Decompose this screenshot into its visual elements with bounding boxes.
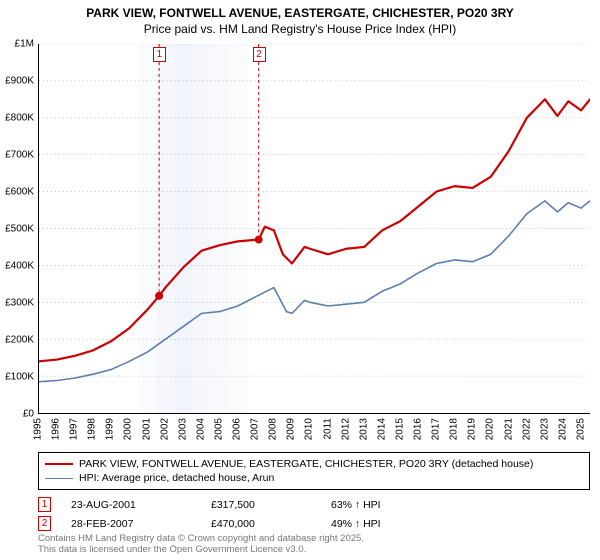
x-tick-label: 2022 [521,418,532,440]
y-tick-label: £100K [5,372,34,383]
x-tick-label: 2009 [286,418,297,440]
chart-svg [39,44,590,413]
x-tick-label: 2019 [467,418,478,440]
x-tick-label: 2011 [322,418,333,440]
attribution: Contains HM Land Registry data © Crown c… [38,534,590,556]
sale-hpi: 63% ↑ HPI [331,499,451,511]
legend-label: HPI: Average price, detached house, Arun [79,472,274,484]
x-tick-label: 2000 [123,418,134,440]
sale-date: 23-AUG-2001 [71,499,211,511]
x-tick-label: 1997 [69,418,80,440]
sale-marker: 1 [38,497,51,512]
x-axis-labels: 1995199619971998199920002001200220032004… [38,416,590,456]
sale-date: 28-FEB-2007 [71,518,211,530]
x-tick-label: 2017 [431,418,442,440]
title-block: PARK VIEW, FONTWELL AVENUE, EASTERGATE, … [0,0,600,38]
y-tick-label: £800K [5,113,34,124]
x-tick-label: 2021 [503,418,514,440]
x-tick-label: 2020 [485,418,496,440]
x-tick-label: 2024 [557,418,568,440]
legend-swatch [45,478,73,479]
x-tick-label: 1996 [51,418,62,440]
x-tick-label: 1995 [33,418,44,440]
legend: PARK VIEW, FONTWELL AVENUE, EASTERGATE, … [38,452,590,490]
x-tick-label: 2003 [177,418,188,440]
x-tick-label: 2014 [376,418,387,440]
x-tick-label: 2004 [195,418,206,440]
x-tick-label: 2002 [159,418,170,440]
title-line1: PARK VIEW, FONTWELL AVENUE, EASTERGATE, … [10,6,590,20]
x-tick-label: 2015 [394,418,405,440]
sale-row: 1 23-AUG-2001£317,50063% ↑ HPI [38,495,590,514]
legend-item: PARK VIEW, FONTWELL AVENUE, EASTERGATE, … [45,457,583,471]
sale-marker: 1 [153,47,166,62]
y-tick-label: £500K [5,224,34,235]
legend-label: PARK VIEW, FONTWELL AVENUE, EASTERGATE, … [79,458,533,470]
legend-swatch [45,463,73,465]
legend-item: HPI: Average price, detached house, Arun [45,471,583,485]
sale-price: £317,500 [211,499,331,511]
y-tick-label: £700K [5,150,34,161]
y-axis-labels: £0£100K£200K£300K£400K£500K£600K£700K£80… [0,44,36,414]
sale-price: £470,000 [211,518,331,530]
x-tick-label: 2008 [268,418,279,440]
attribution-line2: This data is licensed under the Open Gov… [38,545,590,556]
y-tick-label: £600K [5,187,34,198]
x-tick-label: 2013 [358,418,369,440]
x-tick-label: 1998 [87,418,98,440]
y-tick-label: £400K [5,261,34,272]
x-tick-label: 1999 [105,418,116,440]
y-tick-label: £900K [5,76,34,87]
sales-table: 1 23-AUG-2001£317,50063% ↑ HPI 2 28-FEB-200… [38,495,590,533]
x-tick-label: 2005 [213,418,224,440]
chart-container: PARK VIEW, FONTWELL AVENUE, EASTERGATE, … [0,0,600,560]
sale-marker: 2 [38,516,51,531]
y-tick-label: £200K [5,335,34,346]
title-line2: Price paid vs. HM Land Registry's House … [10,22,590,36]
y-tick-label: £1M [15,39,34,50]
x-tick-label: 2018 [449,418,460,440]
x-tick-label: 2023 [539,418,550,440]
sale-row: 2 28-FEB-2007£470,00049% ↑ HPI [38,514,590,533]
y-tick-label: £300K [5,298,34,309]
x-tick-label: 2007 [250,418,261,440]
x-tick-label: 2016 [413,418,424,440]
x-tick-label: 2001 [141,418,152,440]
x-tick-label: 2010 [304,418,315,440]
x-tick-label: 2006 [232,418,243,440]
sale-hpi: 49% ↑ HPI [331,518,451,530]
sale-marker: 2 [253,47,266,62]
x-tick-label: 2025 [575,418,586,440]
chart-area: 12 [38,44,590,414]
x-tick-label: 2012 [340,418,351,440]
